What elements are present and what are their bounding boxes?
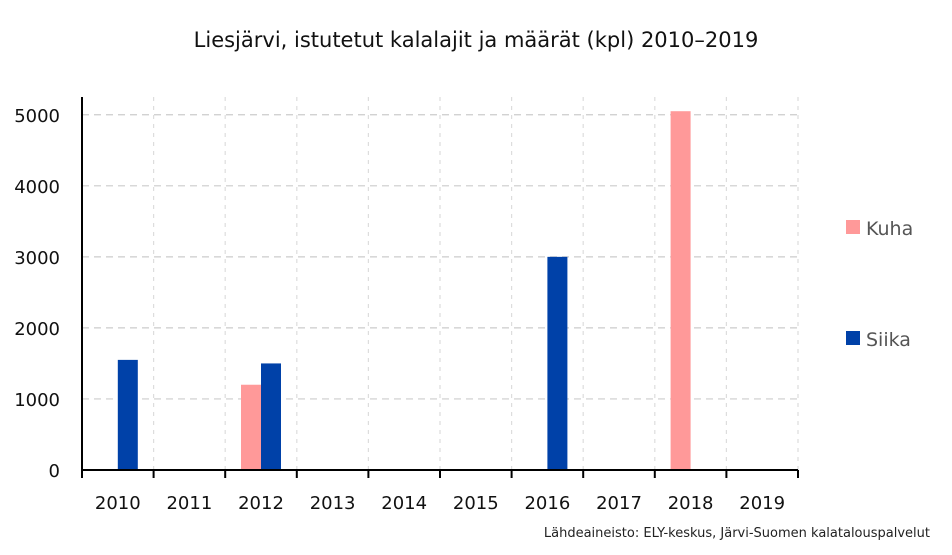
bars-layer — [117, 111, 691, 470]
y-tick-label: 2000 — [14, 319, 60, 340]
legend-label-kuha: Kuha — [866, 218, 913, 240]
y-tick-label: 4000 — [14, 177, 60, 198]
bar-kuha-2018 — [670, 111, 691, 470]
legend-label-siika: Siika — [866, 329, 911, 351]
axes-layer: 0 1000 2000 3000 4000 5000 2010 2011 2012 2013 201… — [14, 97, 799, 514]
y-tick-label: 0 — [49, 461, 60, 482]
x-tick-label: 2017 — [596, 493, 642, 514]
legend-swatch-siika — [846, 331, 860, 345]
bar-kuha-2012 — [241, 384, 261, 470]
x-tick-label: 2013 — [310, 493, 356, 514]
bar-siika-2010 — [117, 359, 138, 470]
y-tick-label: 5000 — [14, 106, 60, 127]
bar-siika-2012 — [261, 363, 281, 470]
bar-siika-2016 — [547, 256, 568, 470]
legend: Kuha Siika — [846, 218, 913, 351]
chart-title: Liesjärvi, istutetut kalalajit ja määrät… — [193, 28, 759, 52]
x-tick-label: 2014 — [381, 493, 427, 514]
x-tick-label: 2016 — [524, 493, 570, 514]
x-tick-label: 2011 — [166, 493, 212, 514]
x-tick-label: 2015 — [453, 493, 499, 514]
x-tick-label: 2010 — [95, 493, 141, 514]
y-tick-label: 3000 — [14, 248, 60, 269]
legend-swatch-kuha — [846, 220, 860, 234]
y-tick-label: 1000 — [14, 390, 60, 411]
x-tick-label: 2018 — [668, 493, 714, 514]
x-tick-label: 2012 — [238, 493, 284, 514]
source-note: Lähdeaineisto: ELY-keskus, Järvi-Suomen … — [543, 526, 930, 541]
x-tick-label: 2019 — [739, 493, 785, 514]
